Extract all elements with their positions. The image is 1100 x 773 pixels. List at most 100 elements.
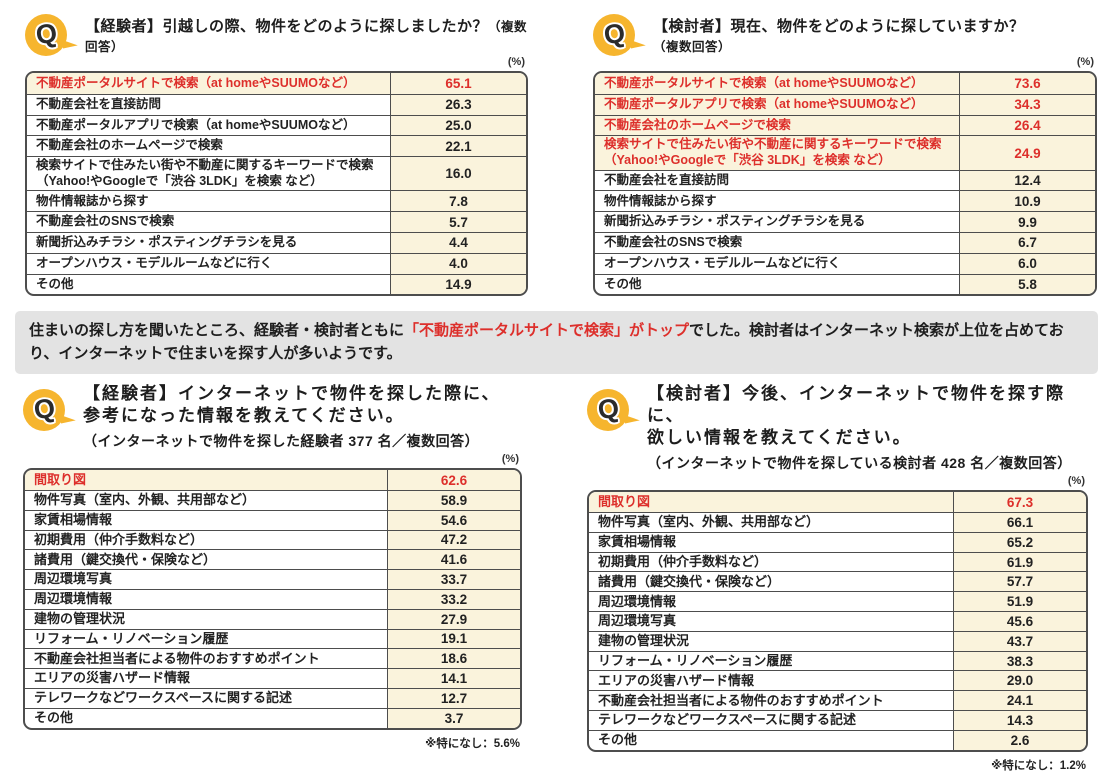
row-label: 周辺環境情報: [34, 591, 113, 607]
row-label: 家賃相場情報: [598, 534, 677, 550]
bubble-tail: [61, 36, 78, 49]
row-value: 61.9: [953, 552, 1086, 572]
row-label: 不動産会社担当者による物件のおすすめポイント: [34, 650, 320, 666]
row-label: 不動産会社のSNSで検索: [604, 235, 743, 250]
table-footnote: ※特になし：5.6%: [425, 737, 520, 750]
bubble-tail: [59, 411, 76, 424]
row-label: 諸費用（鍵交換代・保険など）: [34, 551, 217, 567]
row-value: 47.2: [387, 530, 520, 550]
results-table: 間取り図 67.3 物件写真（室内、外観、共用部など） 66.1 家賃相場情報 65.2 初…: [587, 490, 1088, 752]
row-value: 9.9: [959, 212, 1095, 233]
row-label: 新聞折込みチラシ・ポスティングチラシを見る: [604, 214, 866, 229]
row-value: 65.1: [390, 73, 526, 94]
row-label: 間取り図: [589, 492, 953, 513]
table-row: 不動産会社を直接訪問 12.4: [595, 169, 1095, 191]
row-value: 66.1: [953, 513, 1086, 532]
row-value: 24.9: [959, 136, 1095, 170]
table-row: 間取り図 62.6: [25, 470, 520, 490]
row-value: 26.3: [390, 94, 526, 115]
question-title: 【検討者】今後、インターネットで物件を探す際に、 欲しい情報を教えてください。: [647, 383, 1088, 449]
summary-note: 住まいの探し方を聞いたところ、経験者・検討者ともに「不動産ポータルサイトで検索」…: [15, 311, 1098, 374]
section-experienced-search-method: Q 【経験者】引越しの際、物件をどのように探しましたか？（複数回答） (%) 不…: [25, 12, 528, 297]
row-value: 2.6: [953, 730, 1086, 750]
table-row: リフォーム・リノベーション履歴 19.1: [25, 628, 520, 649]
summary-text-highlight: 「不動産ポータルサイトで検索」がトップ: [404, 322, 690, 339]
section-considering-search-method: Q 【検討者】現在、物件をどのように探していますか？ （複数回答） (%) 不動産…: [593, 12, 1097, 297]
multi-answer-note: （複数回答）: [653, 40, 732, 54]
row-value: 43.7: [953, 631, 1086, 651]
row-value: 41.6: [387, 550, 520, 570]
row-label: 不動産会社を直接訪問: [36, 96, 162, 111]
summary-text-after: でした。検討者はインターネット検索が上位を占めており、インターネットで住まいを探…: [29, 322, 1064, 363]
bubble-tail: [629, 36, 646, 49]
row-value: 33.7: [387, 570, 520, 589]
table-footnote: ※特になし：1.2%: [991, 759, 1086, 772]
row-value: 16.0: [390, 157, 526, 191]
table-row: 不動産会社のホームページで検索 26.4: [595, 114, 1095, 136]
table-row: 諸費用（鍵交換代・保険など） 41.6: [25, 549, 520, 570]
section-header: Q 【検討者】現在、物件をどのように探していますか？ （複数回答）: [593, 12, 1097, 58]
percent-unit-label: (%): [1076, 56, 1094, 68]
table-row: その他 14.9: [27, 273, 526, 295]
row-label: 不動産会社のSNSで検索: [36, 214, 175, 229]
table-row: 不動産会社のホームページで検索 22.1: [27, 135, 526, 157]
table-row: オープンハウス・モデルルームなどに行く 6.0: [595, 252, 1095, 274]
survey-results-page: { "colors": { "accent_yellow": "#f6b52e"…: [15, 12, 1098, 772]
bubble-shape: [23, 389, 65, 431]
row-label: 不動産ポータルアプリで検索（at homeやSUUMOなど）: [36, 117, 356, 132]
row-label: 周辺環境写真: [598, 613, 677, 629]
row-label: 不動産会社担当者による物件のおすすめポイント: [598, 692, 884, 708]
question-bubble-icon: Q: [593, 14, 646, 56]
table-row: エリアの災害ハザード情報 29.0: [589, 670, 1086, 691]
row-label: オープンハウス・モデルルームなどに行く: [36, 255, 273, 270]
row-value: 51.9: [953, 592, 1086, 612]
table-row: 新聞折込みチラシ・ポスティングチラシを見る 4.4: [27, 232, 526, 253]
row-value: 62.6: [387, 470, 520, 490]
table-row: 物件情報誌から探す 10.9: [595, 190, 1095, 212]
row-value: 45.6: [953, 612, 1086, 631]
table-row: 不動産会社のSNSで検索 5.7: [27, 211, 526, 233]
table-row: 物件写真（室内、外観、共用部など） 66.1: [589, 512, 1086, 532]
row-label: 物件写真（室内、外観、共用部など）: [34, 492, 256, 508]
row-label: 検索サイトで住みたい街や不動産に関するキーワードで検索 （Yahoo!やGoog…: [595, 136, 959, 170]
table-row: 不動産会社を直接訪問 26.3: [27, 93, 526, 115]
row-label: テレワークなどワークスペースに関する記述: [34, 690, 293, 706]
row-label: 検索サイトで住みたい街や不動産に関するキーワードで検索 （Yahoo!やGoog…: [36, 158, 374, 188]
question-title-line1: 【検討者】今後、インターネットで物件を探す際に、: [647, 384, 1065, 426]
table-row: 周辺環境写真 33.7: [25, 569, 520, 589]
table-row: その他 3.7: [25, 707, 520, 728]
table-row: 物件情報誌から探す 7.8: [27, 190, 526, 212]
row-label: 不動産会社のホームページで検索: [36, 138, 223, 153]
row-value: 4.4: [390, 233, 526, 253]
row-label: 不動産ポータルアプリで検索（at homeやSUUMOなど）: [595, 94, 959, 115]
question-title-line2: 参考になった情報を教えてください。: [83, 406, 405, 426]
row-value: 73.6: [959, 73, 1095, 94]
row-value: 12.7: [387, 688, 520, 708]
respondent-note: （インターネットで物件を探した経験者 377 名／複数回答）: [83, 433, 480, 450]
row-label: リフォーム・リノベーション履歴: [598, 652, 793, 668]
row-label: その他: [34, 710, 74, 726]
table-row: 建物の管理状況 43.7: [589, 630, 1086, 651]
row-value: 25.0: [390, 115, 526, 136]
row-label: 初期費用（仲介手数料など）: [598, 553, 768, 569]
section-header: Q 【検討者】今後、インターネットで物件を探す際に、 欲しい情報を教えてください…: [587, 383, 1088, 473]
row-value: 57.7: [953, 572, 1086, 592]
bubble-shape: [587, 389, 629, 431]
table-row: エリアの災害ハザード情報 14.1: [25, 668, 520, 688]
row-label: 諸費用（鍵交換代・保険など）: [598, 573, 781, 589]
row-label: テレワークなどワークスペースに関する記述: [598, 712, 857, 728]
question-title-line2: 欲しい情報を教えてください。: [647, 428, 912, 448]
row-value: 67.3: [953, 492, 1086, 513]
question-title-line1: 【経験者】インターネットで物件を探した際に、: [83, 384, 501, 403]
table-row: 検索サイトで住みたい街や不動産に関するキーワードで検索 （Yahoo!やGoog…: [595, 135, 1095, 170]
question-bubble-icon: Q: [587, 389, 640, 431]
table-row: 不動産会社担当者による物件のおすすめポイント 18.6: [25, 648, 520, 669]
table-row: 不動産ポータルサイトで検索（at homeやSUUMOなど） 73.6: [595, 73, 1095, 94]
row-label: その他: [604, 276, 642, 291]
table-row: 初期費用（仲介手数料など） 61.9: [589, 551, 1086, 572]
row-value: 38.3: [953, 651, 1086, 671]
respondent-note: （インターネットで物件を探している検討者 428 名／複数回答）: [647, 455, 1072, 472]
row-label: 周辺環境情報: [598, 593, 677, 609]
percent-unit-label: (%): [507, 56, 525, 68]
row-value: 12.4: [959, 170, 1095, 191]
